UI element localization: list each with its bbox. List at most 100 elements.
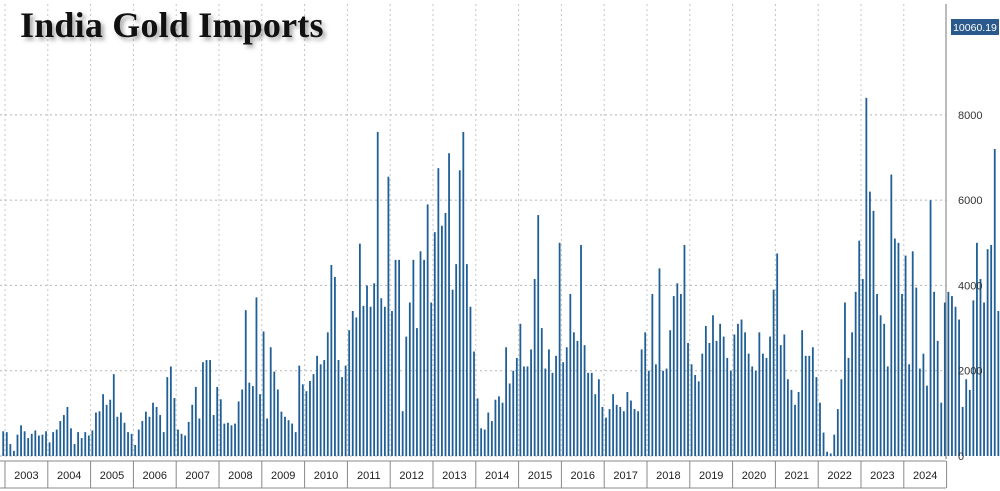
bar [740, 319, 743, 456]
bar [986, 249, 989, 456]
bar [651, 293, 654, 456]
bar [430, 302, 433, 456]
bar [52, 432, 55, 456]
bar [548, 349, 550, 456]
bar [523, 366, 525, 456]
bar [465, 264, 468, 456]
bar [544, 368, 547, 456]
bar [473, 351, 475, 456]
bar [45, 431, 47, 456]
bar [815, 377, 818, 456]
bar [387, 176, 390, 456]
bar [879, 315, 882, 456]
bar [997, 311, 1000, 456]
bar [826, 451, 829, 456]
bar [918, 368, 921, 456]
gridlines [0, 4, 946, 457]
bar [790, 389, 793, 456]
y-tick-label: 8000 [958, 110, 982, 122]
bar [401, 411, 404, 456]
bar [811, 347, 814, 456]
bar [20, 425, 22, 456]
bar [726, 357, 729, 456]
bar [840, 379, 843, 456]
bar [173, 398, 176, 456]
bar [483, 429, 486, 456]
bar [269, 347, 272, 456]
bar [911, 251, 914, 456]
bar [990, 244, 993, 456]
bar [580, 244, 582, 456]
bar [13, 450, 15, 456]
bar [640, 349, 643, 456]
bar [259, 394, 261, 456]
bar [319, 364, 322, 456]
bar [679, 293, 682, 456]
bar [223, 423, 226, 456]
bar [287, 420, 290, 456]
x-tick-label: 2013 [442, 470, 466, 482]
bar [590, 372, 593, 456]
bar [929, 200, 932, 456]
bar [615, 404, 618, 456]
bar [2, 431, 5, 456]
bar [993, 148, 996, 457]
bar [922, 353, 925, 456]
bar [251, 386, 254, 456]
x-axis: 2003 2004 2005 2006 2007 2008 2009 2010 2011 2012… [0, 460, 948, 489]
bar [869, 191, 871, 456]
bar [159, 415, 162, 456]
bar [498, 396, 500, 456]
bar [455, 264, 458, 456]
bar [316, 355, 318, 456]
bar [833, 434, 836, 456]
bar [55, 429, 58, 456]
x-tick-label: 2004 [57, 470, 81, 482]
bar [30, 433, 33, 456]
bar [983, 302, 985, 456]
bar [102, 394, 104, 456]
bar [587, 372, 590, 456]
bar [904, 255, 907, 456]
bar [177, 429, 179, 456]
bar [712, 315, 714, 456]
bar [416, 328, 418, 456]
bar [134, 444, 137, 456]
bar [80, 438, 83, 456]
bar [851, 332, 853, 456]
bar [637, 411, 639, 456]
bar [77, 432, 80, 456]
bar [490, 421, 493, 456]
bar [248, 382, 251, 456]
bar [112, 374, 115, 456]
bar [355, 317, 358, 456]
bar [783, 334, 786, 456]
bar [291, 423, 294, 456]
bar [216, 386, 219, 456]
bar [423, 259, 425, 456]
bar [98, 411, 101, 456]
bar [148, 416, 151, 456]
bar [722, 336, 725, 456]
bar [116, 416, 119, 456]
bar [152, 402, 154, 456]
bar [733, 334, 736, 456]
bar [751, 366, 754, 456]
bar [341, 377, 343, 456]
bar [569, 293, 572, 456]
bar [405, 336, 408, 456]
bar [687, 343, 689, 456]
bar [515, 357, 518, 456]
bar [123, 422, 126, 456]
bar [808, 355, 811, 456]
x-tick-label: 2017 [613, 470, 637, 482]
bar [383, 306, 386, 456]
y-tick-label: 4000 [958, 280, 982, 292]
bar [754, 370, 757, 456]
bar [87, 435, 90, 456]
bar [505, 347, 508, 456]
bar [558, 242, 561, 456]
bar [893, 238, 896, 456]
x-tick-label: 2005 [100, 470, 124, 482]
bar [519, 323, 522, 456]
